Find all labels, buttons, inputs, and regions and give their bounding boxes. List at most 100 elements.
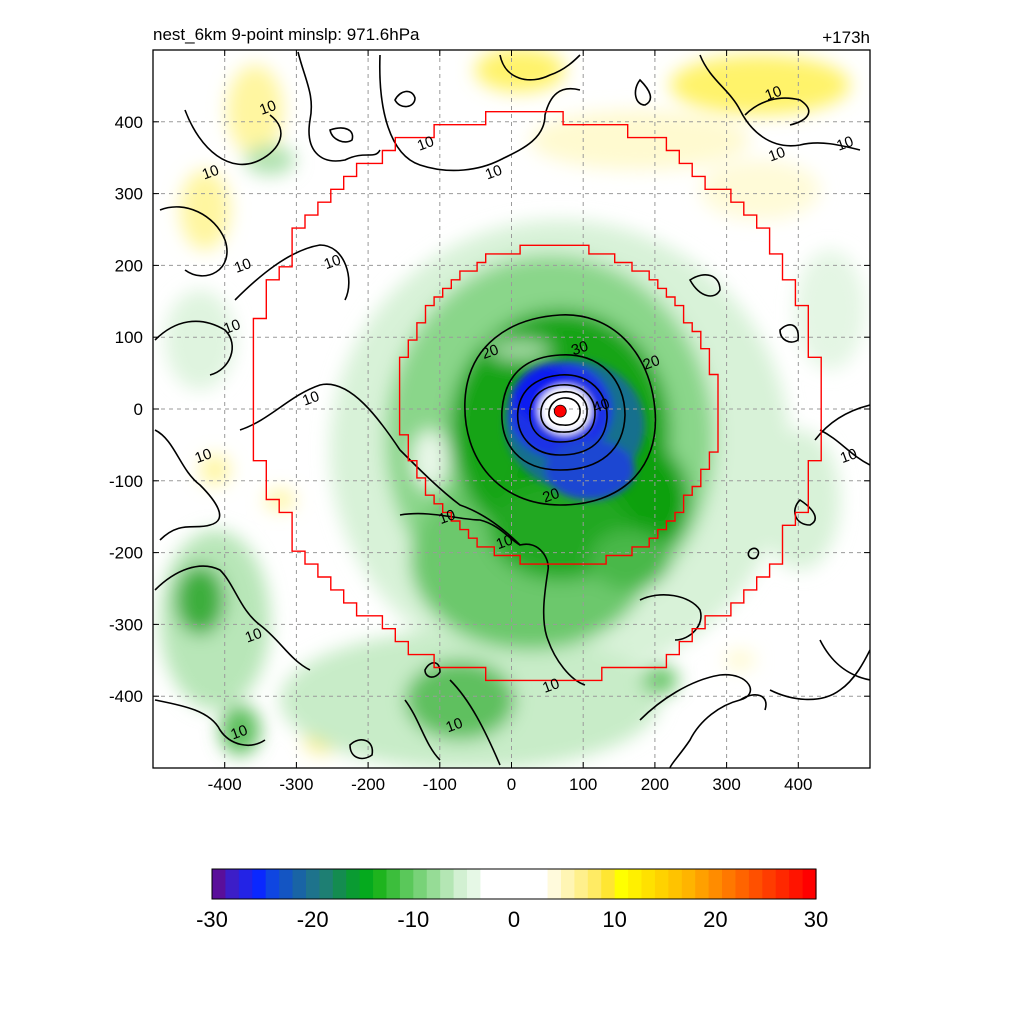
contour-label: 10	[228, 722, 249, 744]
colorbar-swatch	[440, 869, 455, 899]
colorbar-swatch	[265, 869, 280, 899]
colorbar-swatch	[560, 869, 575, 899]
colorbar-tick-label: -10	[397, 907, 429, 932]
colorbar-swatch	[789, 869, 804, 899]
contour-label: 10	[483, 162, 504, 184]
colorbar-swatch	[493, 869, 508, 899]
colorbar	[211, 868, 817, 900]
colorbar-swatch	[453, 869, 468, 899]
contour-label: 10	[232, 255, 253, 277]
contour-label: 10	[415, 133, 436, 155]
colorbar-swatch	[292, 869, 307, 899]
colorbar-swatch	[601, 869, 616, 899]
x-tick-label: 100	[569, 775, 597, 794]
colorbar-swatch	[225, 869, 240, 899]
svg-text:10: 10	[444, 715, 465, 737]
svg-text:10: 10	[763, 83, 784, 105]
colorbar-swatch	[695, 869, 710, 899]
contour-labels: 10 10 10 10 10 10 10 10 10 10 10 10 10 10 10 10 10 10 10 20…	[193, 83, 860, 744]
colorbar-swatch	[279, 869, 294, 899]
colorbar-swatch	[802, 869, 817, 899]
y-axis-ticks: 400 300 200 100 0 -100 -200 -300 -400	[109, 113, 870, 706]
x-tick-label: -400	[208, 775, 242, 794]
colorbar-swatch	[359, 869, 374, 899]
colorbar-tick-label: -30	[196, 907, 228, 932]
colorbar-ticks: -30 -20 -10 0 10 20 30	[196, 907, 828, 932]
colorbar-tick-label: 0	[508, 907, 520, 932]
x-tick-label: -200	[351, 775, 385, 794]
contour-label: 10	[257, 97, 278, 119]
contour-label: 10	[444, 715, 465, 737]
svg-text:10: 10	[415, 133, 436, 155]
colorbar-swatch	[346, 869, 361, 899]
contour-label: 10	[494, 531, 515, 553]
contour-label: 10	[221, 316, 242, 338]
chart-title: nest_6km 9-point minslp: 971.6hPa	[153, 25, 420, 44]
svg-text:10: 10	[221, 316, 242, 338]
svg-text:10: 10	[228, 722, 249, 744]
contour-label: 20	[479, 341, 500, 363]
colorbar-swatch	[212, 869, 227, 899]
colorbar-swatch	[735, 869, 750, 899]
x-tick-label: 300	[712, 775, 740, 794]
svg-text:10: 10	[766, 144, 787, 166]
contour-label: 10	[200, 162, 221, 184]
colorbar-swatch	[413, 869, 428, 899]
colorbar-swatch	[587, 869, 602, 899]
contour-label: 10	[540, 675, 561, 697]
colorbar-swatch	[426, 869, 441, 899]
colorbar-swatch	[332, 869, 347, 899]
y-tick-label: 400	[115, 113, 143, 132]
contour-label: 20	[540, 485, 561, 507]
inner-nest-boundary	[398, 244, 719, 565]
y-tick-label: -200	[109, 544, 143, 563]
svg-text:10: 10	[243, 625, 264, 647]
contour-label: 20	[641, 352, 662, 374]
storm-center	[553, 404, 567, 418]
x-tick-label: 200	[641, 775, 669, 794]
colorbar-tick-label: 10	[602, 907, 626, 932]
svg-text:40: 40	[591, 395, 612, 417]
svg-text:10: 10	[834, 133, 855, 155]
contour-label: 10	[766, 144, 787, 166]
contour-label: 10	[838, 445, 859, 467]
svg-text:20: 20	[540, 485, 561, 507]
colorbar-swatch	[628, 869, 643, 899]
colorbar-swatch	[373, 869, 388, 899]
svg-text:10: 10	[193, 445, 214, 467]
forecast-hour-label: +173h	[822, 28, 870, 47]
contour-label: 10	[763, 83, 784, 105]
colorbar-swatch	[399, 869, 414, 899]
svg-text:20: 20	[479, 341, 500, 363]
contour-label: 10	[193, 445, 214, 467]
colorbar-swatch	[708, 869, 723, 899]
colorbar-frame	[211, 868, 817, 900]
plot-area: 10 10 10 10 10 10 10 10 10 10 10 10 10 10 10 10 10 10 10 20…	[153, 50, 870, 768]
colorbar-swatch	[614, 869, 629, 899]
colorbar-swatch	[238, 869, 253, 899]
colorbar-swatch	[775, 869, 790, 899]
colorbar-swatch	[722, 869, 737, 899]
svg-text:30: 30	[569, 338, 590, 360]
x-tick-label: 0	[507, 775, 516, 794]
colorbar-swatch	[252, 869, 267, 899]
colorbar-swatch	[507, 869, 522, 899]
colorbar-swatch	[641, 869, 656, 899]
svg-text:10: 10	[838, 445, 859, 467]
outer-nest-boundary	[252, 110, 822, 682]
x-tick-label: -100	[423, 775, 457, 794]
contour-lines	[154, 51, 870, 768]
svg-text:10: 10	[494, 531, 515, 553]
colorbar-tick-label: 20	[703, 907, 727, 932]
colorbar-swatch	[547, 869, 562, 899]
svg-text:10: 10	[483, 162, 504, 184]
y-tick-label: 200	[115, 256, 143, 275]
colorbar-tick-label: -20	[297, 907, 329, 932]
svg-text:10: 10	[232, 255, 253, 277]
contour-label: 10	[834, 133, 855, 155]
colorbar-swatch	[520, 869, 535, 899]
contour-label: 30	[569, 338, 590, 360]
y-tick-label: 100	[115, 328, 143, 347]
y-tick-label: -100	[109, 472, 143, 491]
